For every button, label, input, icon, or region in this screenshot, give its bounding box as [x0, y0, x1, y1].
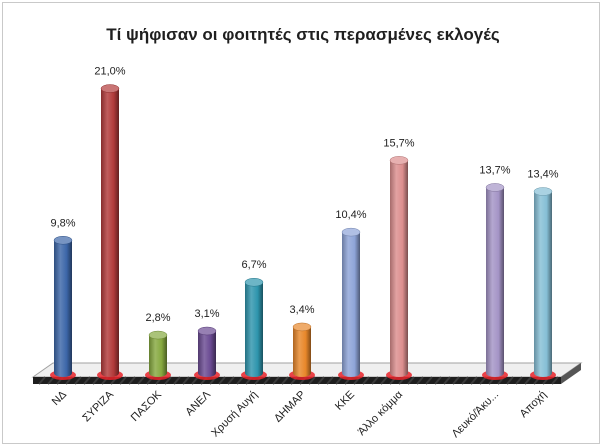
bar-top — [389, 156, 409, 165]
value-label: 21,0% — [94, 66, 125, 78]
bar-top — [485, 183, 505, 192]
bar — [293, 326, 311, 377]
category-label: Άλλο κόμμα — [356, 388, 406, 438]
bar-top — [292, 322, 312, 332]
floor-pattern — [524, 376, 532, 385]
category-label: ΔΗΜΑΡ — [272, 389, 308, 425]
floor-pattern — [362, 376, 370, 385]
value-labels-group: 9,8% 21,0% 2,8% 3,1% 6,7% 3,4% 10,4% 15,7% 13,7%… — [50, 66, 558, 325]
category-label: ΑΝΕΛ — [183, 388, 213, 418]
floor-pattern — [506, 376, 514, 385]
floor-pattern — [380, 376, 388, 385]
floor-pattern — [236, 376, 244, 385]
floor-pattern — [119, 376, 127, 385]
bar-top — [53, 236, 73, 245]
bar — [342, 232, 360, 377]
chart-svg: Τί ψήφισαν οι φοιτητές στις περασμένες ε… — [31, 25, 583, 440]
floor-pattern — [92, 376, 100, 385]
category-label: ΚΚΕ — [333, 389, 357, 413]
floor-pattern — [281, 376, 289, 385]
floor-pattern — [461, 376, 469, 385]
floor-pattern — [83, 376, 91, 385]
floor-pattern — [371, 376, 379, 385]
bar-top — [100, 84, 120, 93]
floor-pattern — [164, 376, 172, 385]
floor-pattern — [38, 376, 46, 385]
floor-pattern — [308, 376, 316, 385]
floor-pattern — [218, 376, 226, 385]
bar-top — [197, 326, 217, 336]
bar — [101, 88, 119, 377]
bar-top — [244, 277, 264, 287]
floor-pattern — [407, 376, 415, 385]
floor-pattern — [416, 376, 424, 385]
bar — [149, 335, 167, 377]
floor-pattern — [551, 376, 559, 385]
floor-pattern — [74, 376, 82, 385]
chart-title: Τί ψήφισαν οι φοιτητές στις περασμένες ε… — [106, 25, 500, 44]
floor-pattern — [515, 376, 523, 385]
bar-top — [148, 330, 168, 340]
category-label: ΠΑΣΟΚ — [129, 388, 165, 424]
floor-pattern — [173, 376, 181, 385]
value-label: 6,7% — [241, 259, 266, 271]
bar — [486, 187, 504, 377]
chart-frame: Τί ψήφισαν οι φοιτητές στις περασμένες ε… — [2, 2, 600, 444]
floor-pattern — [137, 376, 145, 385]
category-label: Αποχή — [518, 389, 549, 420]
bar — [245, 282, 263, 377]
bars-group — [50, 84, 556, 380]
category-label: ΣΥΡΙΖΑ — [80, 388, 116, 424]
floor-pattern — [182, 376, 190, 385]
bar-top — [341, 227, 361, 237]
value-label: 9,8% — [50, 217, 75, 229]
bar — [54, 240, 72, 377]
floor-pattern — [263, 376, 271, 385]
floor-side — [561, 363, 581, 384]
value-label: 10,4% — [335, 209, 366, 221]
value-label: 3,1% — [194, 308, 219, 320]
value-label: 15,7% — [383, 137, 414, 149]
floor-pattern — [128, 376, 136, 385]
floor-pattern — [425, 376, 433, 385]
category-label: Χρυσή Αυγή — [209, 389, 260, 440]
floor-pattern — [443, 376, 451, 385]
floor-pattern — [452, 376, 460, 385]
floor-pattern — [227, 376, 235, 385]
floor-pattern — [326, 376, 334, 385]
bar-top — [533, 187, 553, 196]
category-label: ΝΔ — [50, 388, 70, 408]
value-label: 13,4% — [527, 168, 558, 180]
category-label: Λευκό/Άκυ... — [450, 389, 502, 441]
value-label: 13,7% — [479, 164, 510, 176]
floor-pattern — [434, 376, 442, 385]
floor-pattern — [272, 376, 280, 385]
floor-pattern — [317, 376, 325, 385]
bar — [534, 191, 552, 377]
floor-pattern — [470, 376, 478, 385]
bar — [198, 331, 216, 377]
value-label: 2,8% — [145, 312, 170, 324]
value-label: 3,4% — [289, 304, 314, 316]
bar — [390, 160, 408, 377]
